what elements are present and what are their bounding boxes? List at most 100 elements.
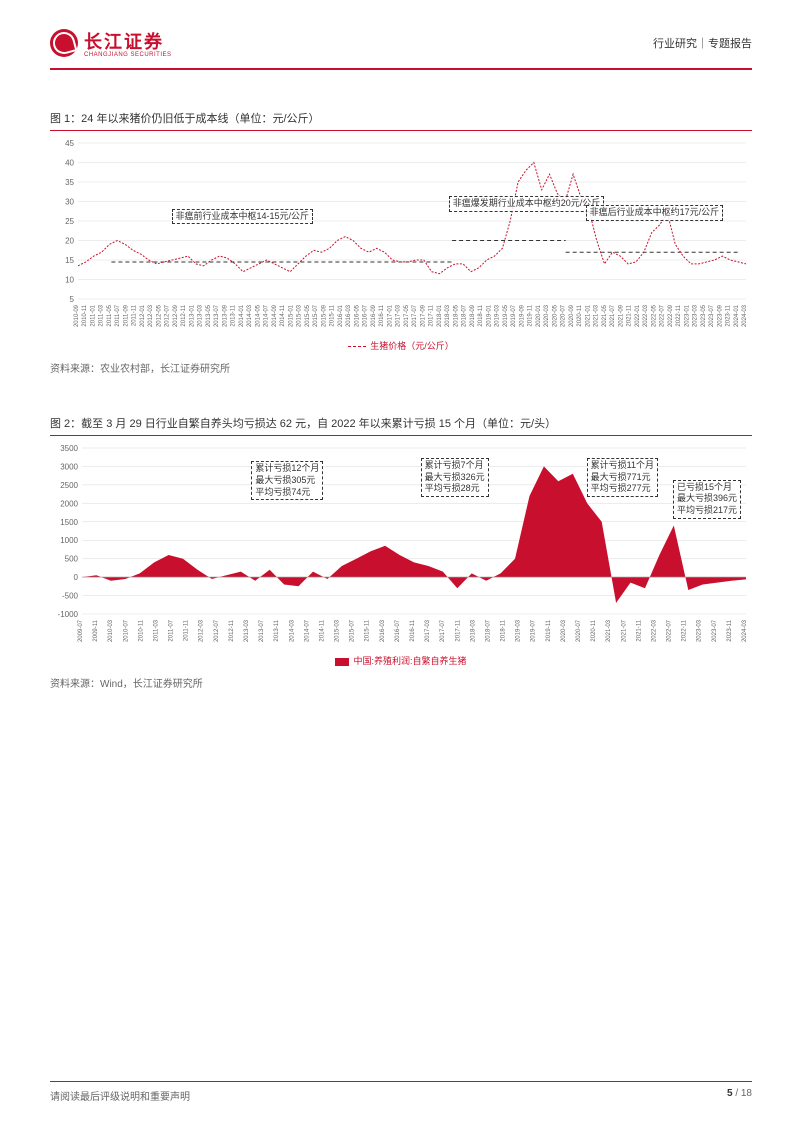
- svg-text:10: 10: [65, 276, 74, 285]
- svg-text:2013-03: 2013-03: [198, 304, 204, 327]
- fig1-caption: 图 1：24 年以来猪价仍旧低于成本线（单位：元/公斤）: [50, 110, 752, 126]
- svg-text:2009-07: 2009-07: [78, 619, 84, 642]
- svg-text:2019-03: 2019-03: [495, 304, 501, 327]
- svg-text:2019-09: 2019-09: [519, 304, 525, 327]
- svg-text:2018-03: 2018-03: [445, 304, 451, 327]
- svg-text:2014-09: 2014-09: [272, 304, 278, 327]
- svg-text:2023-07: 2023-07: [712, 619, 718, 642]
- svg-text:2015-05: 2015-05: [305, 304, 311, 327]
- svg-text:2023-09: 2023-09: [717, 304, 723, 327]
- svg-text:2022-03: 2022-03: [643, 304, 649, 327]
- svg-text:2014-01: 2014-01: [239, 304, 245, 327]
- fig2-legend-label: 中国:养殖利润:自繁自养生猪: [353, 656, 466, 666]
- svg-text:2023-01: 2023-01: [684, 304, 690, 327]
- svg-text:2015-11: 2015-11: [330, 304, 336, 326]
- svg-text:0: 0: [74, 573, 79, 582]
- svg-text:2021-03: 2021-03: [606, 619, 612, 642]
- svg-text:5: 5: [70, 295, 75, 304]
- chart-annotation: 非瘟前行业成本中枢14-15元/公斤: [172, 209, 314, 225]
- svg-text:2014-03: 2014-03: [247, 304, 253, 327]
- fig2-source: 资料来源：Wind，长江证券研究所: [50, 675, 752, 690]
- svg-text:-1000: -1000: [58, 610, 79, 619]
- svg-text:2017-09: 2017-09: [420, 304, 426, 327]
- logo-text-cn: 长江证券: [84, 28, 172, 54]
- svg-text:20: 20: [65, 237, 74, 246]
- svg-text:2024-01: 2024-01: [734, 304, 740, 327]
- svg-text:2022-05: 2022-05: [651, 304, 657, 327]
- chart-annotation: 累计亏损7个月最大亏损326元平均亏损28元: [421, 458, 489, 497]
- svg-text:2012-07: 2012-07: [165, 304, 171, 327]
- svg-text:2021-03: 2021-03: [594, 304, 600, 327]
- svg-text:2020-05: 2020-05: [552, 304, 558, 327]
- svg-text:-500: -500: [62, 592, 79, 601]
- fig1-legend: 生猪价格（元/公斤）: [50, 339, 752, 352]
- svg-text:2017-01: 2017-01: [387, 304, 393, 327]
- svg-text:1500: 1500: [60, 518, 78, 527]
- svg-text:2022-07: 2022-07: [667, 619, 673, 642]
- svg-text:25: 25: [65, 217, 74, 226]
- svg-text:2011-09: 2011-09: [123, 304, 129, 326]
- svg-text:2019-03: 2019-03: [516, 619, 522, 642]
- footer-divider: [50, 1081, 752, 1082]
- svg-text:2015-03: 2015-03: [297, 304, 303, 327]
- svg-text:2018-11: 2018-11: [478, 304, 484, 326]
- svg-text:2022-11: 2022-11: [682, 619, 688, 641]
- svg-text:2020-11: 2020-11: [591, 619, 597, 641]
- main-content: 图 1：24 年以来猪价仍旧低于成本线（单位：元/公斤） 51015202530…: [0, 70, 802, 690]
- svg-text:2013-01: 2013-01: [189, 304, 195, 327]
- svg-text:2015-11: 2015-11: [365, 619, 371, 641]
- svg-text:2011-01: 2011-01: [90, 304, 96, 326]
- svg-text:2013-11: 2013-11: [231, 304, 237, 326]
- svg-text:2011-07: 2011-07: [115, 304, 121, 326]
- svg-text:2015-03: 2015-03: [335, 619, 341, 642]
- svg-text:2012-09: 2012-09: [173, 304, 179, 327]
- fig2-top-rule: [50, 435, 752, 436]
- svg-text:2018-01: 2018-01: [437, 304, 443, 327]
- svg-text:2013-07: 2013-07: [259, 619, 265, 642]
- svg-text:2018-05: 2018-05: [453, 304, 459, 327]
- svg-text:2012-11: 2012-11: [229, 619, 235, 641]
- svg-text:2018-07: 2018-07: [485, 619, 491, 642]
- svg-text:2010-07: 2010-07: [123, 619, 129, 642]
- page-number: 5 / 18: [727, 1088, 752, 1103]
- svg-text:3000: 3000: [60, 462, 78, 471]
- svg-text:2019-05: 2019-05: [503, 304, 509, 327]
- svg-text:2011-07: 2011-07: [169, 619, 175, 641]
- svg-text:2018-03: 2018-03: [470, 619, 476, 642]
- chart-annotation: 非瘟后行业成本中枢约17元/公斤: [586, 205, 724, 221]
- svg-text:2013-03: 2013-03: [244, 619, 250, 642]
- svg-text:2014-03: 2014-03: [289, 619, 295, 642]
- svg-text:3500: 3500: [60, 444, 78, 453]
- chart-annotation: 已亏损15个月最大亏损396元平均亏损217元: [673, 480, 741, 519]
- svg-text:2020-11: 2020-11: [577, 304, 583, 326]
- svg-text:2013-11: 2013-11: [274, 619, 280, 641]
- svg-text:2018-09: 2018-09: [470, 304, 476, 327]
- page-footer: 请阅读最后评级说明和重要声明 5 / 18: [0, 1081, 802, 1103]
- svg-text:2021-09: 2021-09: [618, 304, 624, 327]
- svg-text:2017-07: 2017-07: [412, 304, 418, 327]
- svg-text:2017-03: 2017-03: [425, 619, 431, 642]
- svg-text:2020-03: 2020-03: [561, 619, 567, 642]
- svg-text:2020-07: 2020-07: [561, 304, 567, 327]
- logo-text-block: 长江证券 CHANGJIANG SECURITIES: [84, 28, 172, 58]
- fig2-legend: 中国:养殖利润:自繁自养生猪: [50, 654, 752, 667]
- svg-text:2017-05: 2017-05: [404, 304, 410, 327]
- svg-text:500: 500: [65, 555, 79, 564]
- svg-text:2000: 2000: [60, 499, 78, 508]
- svg-text:2013-09: 2013-09: [222, 304, 228, 327]
- svg-text:2500: 2500: [60, 481, 78, 490]
- page-total: 18: [741, 1088, 752, 1099]
- fig1-legend-label: 生猪价格（元/公斤）: [370, 341, 454, 351]
- svg-text:2024-03: 2024-03: [742, 304, 748, 327]
- svg-text:35: 35: [65, 178, 74, 187]
- svg-text:2021-07: 2021-07: [610, 304, 616, 327]
- svg-text:2023-11: 2023-11: [726, 304, 732, 326]
- fig2-chart: -1000-5000500100015002000250030003500200…: [50, 442, 752, 652]
- svg-text:2010-09: 2010-09: [74, 304, 80, 327]
- footer-row: 请阅读最后评级说明和重要声明 5 / 18: [50, 1088, 752, 1103]
- svg-text:2020-07: 2020-07: [576, 619, 582, 642]
- svg-text:2022-03: 2022-03: [651, 619, 657, 642]
- header-category: 行业研究｜专题报告: [653, 35, 752, 51]
- svg-text:30: 30: [65, 198, 74, 207]
- svg-text:2014-11: 2014-11: [280, 304, 286, 326]
